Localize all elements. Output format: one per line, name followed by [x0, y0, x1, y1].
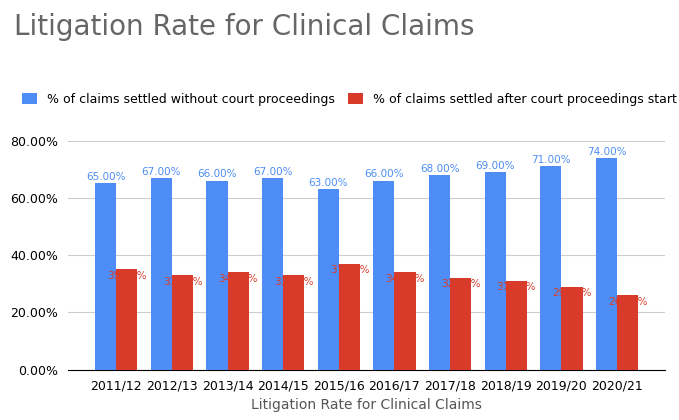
Text: 29.00%: 29.00% [552, 288, 592, 298]
Bar [540, 166, 562, 370]
Bar [506, 281, 527, 370]
Text: 34.00%: 34.00% [219, 274, 258, 284]
Bar [596, 158, 617, 370]
Bar [95, 184, 116, 370]
Bar [227, 272, 249, 370]
Text: 32.00%: 32.00% [441, 279, 481, 289]
Text: 74.00%: 74.00% [587, 147, 626, 157]
X-axis label: Litigation Rate for Clinical Claims: Litigation Rate for Clinical Claims [251, 398, 482, 412]
Bar [151, 178, 172, 370]
Bar [373, 181, 394, 370]
Text: 66.00%: 66.00% [197, 169, 237, 179]
Text: 34.00%: 34.00% [385, 274, 425, 284]
Text: 65.00%: 65.00% [86, 172, 126, 182]
Text: 63.00%: 63.00% [308, 178, 348, 188]
Bar [283, 275, 304, 370]
Text: 67.00%: 67.00% [253, 167, 293, 176]
Text: 35.00%: 35.00% [107, 271, 147, 281]
Bar [394, 272, 416, 370]
Text: 67.00%: 67.00% [141, 167, 181, 176]
Text: 31.00%: 31.00% [496, 282, 536, 292]
Text: 68.00%: 68.00% [420, 164, 459, 174]
Bar [450, 278, 471, 370]
Bar [116, 269, 137, 370]
Text: 69.00%: 69.00% [475, 161, 515, 171]
Legend: % of claims settled without court proceedings, % of claims settled after court p: % of claims settled without court procee… [20, 90, 679, 108]
Text: 66.00%: 66.00% [364, 169, 403, 179]
Text: 37.00%: 37.00% [330, 265, 369, 275]
Text: 71.00%: 71.00% [531, 155, 570, 165]
Text: Litigation Rate for Clinical Claims: Litigation Rate for Clinical Claims [14, 13, 474, 41]
Bar [206, 181, 227, 370]
Bar [172, 275, 193, 370]
Bar [562, 286, 583, 370]
Bar [485, 172, 506, 370]
Bar [262, 178, 283, 370]
Text: 33.00%: 33.00% [163, 276, 202, 286]
Bar [429, 175, 450, 370]
Bar [617, 295, 638, 370]
Text: 33.00%: 33.00% [274, 276, 314, 286]
Text: 26.00%: 26.00% [608, 297, 648, 307]
Bar [318, 189, 339, 370]
Bar [339, 264, 360, 370]
